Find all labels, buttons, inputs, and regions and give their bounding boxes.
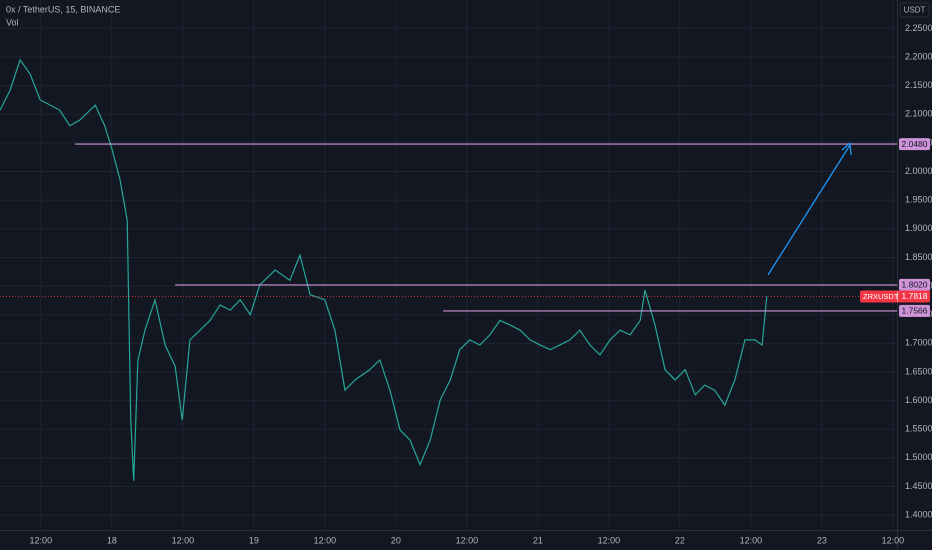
symbol-tag [860,290,930,303]
y-tick-label: 1.6000 [905,395,932,405]
y-tick-label: 1.8500 [905,252,932,262]
y-tick-label: 1.9500 [905,195,932,205]
arrow-head [841,142,852,156]
x-tick-label: 12:00 [30,535,53,545]
x-tick-label: 20 [391,535,401,545]
y-tick-label: 1.6500 [905,366,932,376]
y-tick-label: 2.0000 [905,166,932,176]
level-tag [899,304,930,317]
y-tick-label: 2.2500 [905,23,932,33]
level-tag [899,278,930,291]
volume-label: Vol [6,17,19,27]
x-tick-label: 12:00 [740,535,763,545]
level-tag-label: 2.0480 [902,139,928,149]
chart-title: 0x / TetherUS, 15, BINANCE [6,4,120,14]
y-tick-label: 1.4000 [905,509,932,519]
y-tick-label: 1.5500 [905,424,932,434]
level-tag-label: 1.7566 [902,306,928,316]
y-tick-label: 2.2000 [905,51,932,61]
y-tick-label: 1.9000 [905,223,932,233]
axes: 1.4000 1.4500 1.5000 1.5500 1.6000 1.6500 1.70… [30,23,932,546]
x-tick-label: 18 [107,535,117,545]
plot [0,58,897,481]
unit-box [899,2,930,18]
trend-arrow [767,144,851,276]
level-tag [899,138,930,151]
x-tick-label: 12:00 [882,535,905,545]
price-line [0,58,768,481]
symbol-tag-name: ZRXUSDT [863,292,899,301]
y-axis-unit: USDT [904,6,926,15]
y-tick-label: 1.5000 [905,452,932,462]
x-tick-label: 23 [817,535,827,545]
x-tick-label: 22 [675,535,685,545]
x-tick-label: 12:00 [456,535,479,545]
x-tick-label: 21 [533,535,543,545]
x-tick-label: 12:00 [172,535,195,545]
x-tick-label: 19 [249,535,259,545]
level-tag-label: 1.8020 [902,280,928,290]
grid [0,0,897,530]
current-price-label: 1.7818 [902,291,928,301]
x-tick-label: 12:00 [598,535,621,545]
x-tick-label: 12:00 [314,535,337,545]
y-tick-label: 1.7000 [905,338,932,348]
y-tick-label: 1.4500 [905,481,932,491]
y-tick-label: 2.1500 [905,80,932,90]
y-tick-label: 2.1000 [905,109,932,119]
